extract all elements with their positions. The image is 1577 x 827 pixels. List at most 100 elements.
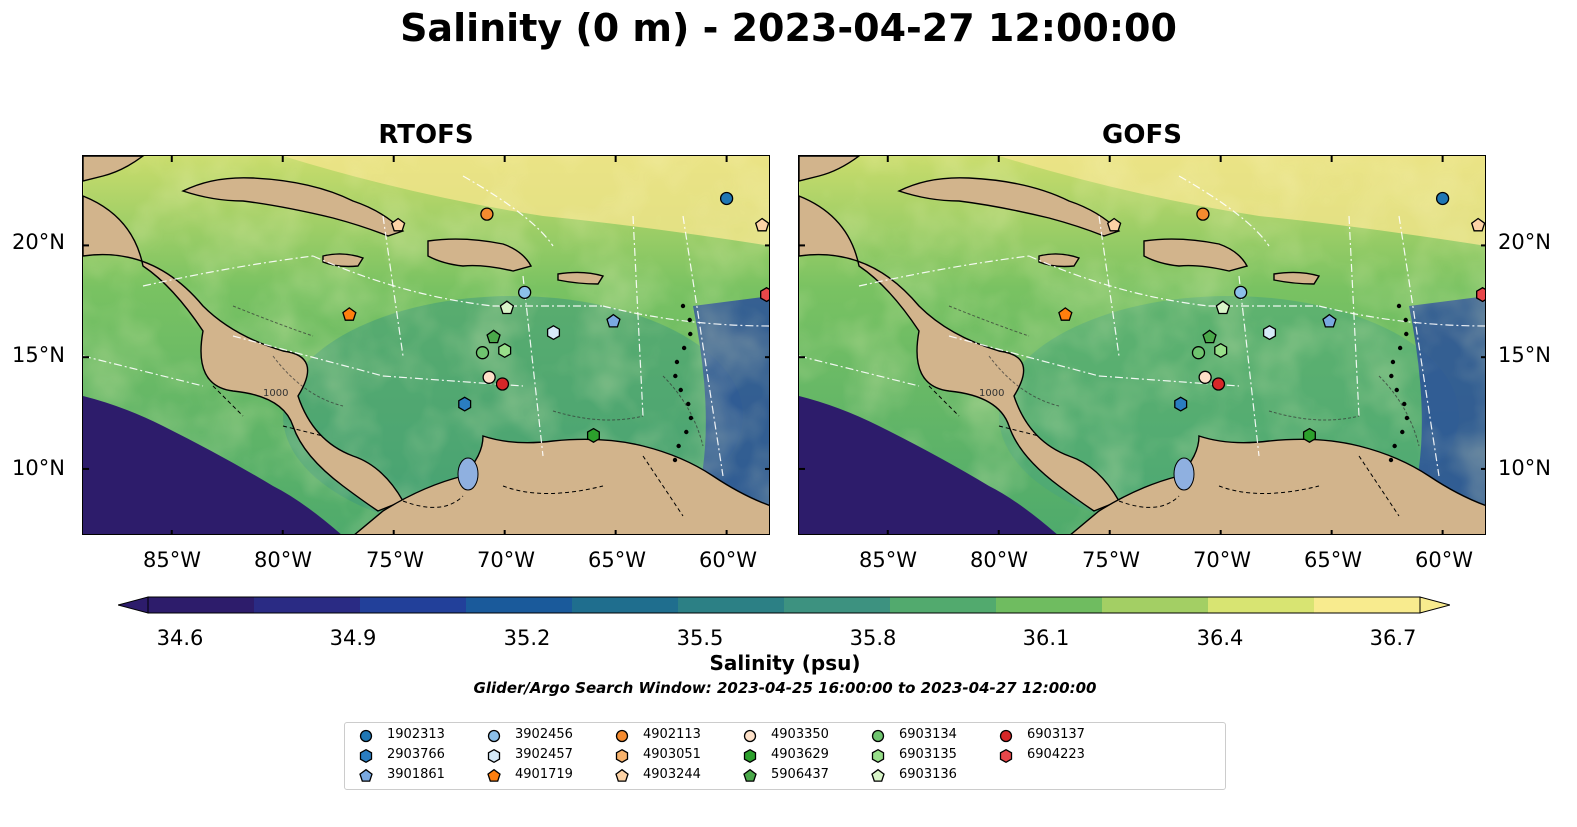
float-marker-4903350[interactable] (482, 370, 496, 384)
legend-marker-circle[interactable] (615, 729, 629, 743)
lesser-antilles-island (1402, 401, 1407, 407)
legend-marker-circle[interactable] (487, 729, 501, 743)
float-marker-4903244[interactable] (390, 217, 406, 232)
float-marker-4903244[interactable] (1106, 217, 1122, 232)
legend-marker-pentagon[interactable] (487, 768, 501, 782)
float-marker-4903629[interactable] (586, 427, 600, 443)
legend-marker-hexagon[interactable] (999, 748, 1013, 764)
pacific-ocean (83, 396, 341, 534)
country-border (1118, 495, 1180, 508)
lat-label-10n-right: 10°N (1498, 456, 1551, 480)
lat-label-10n-left: 10°N (12, 456, 65, 480)
legend-marker-circle[interactable] (743, 729, 757, 743)
map-gofs: 1000 (799, 156, 1486, 534)
float-marker-4901719[interactable] (1058, 307, 1073, 321)
colorbar-segment (466, 597, 573, 613)
float-marker-5906437[interactable] (1202, 329, 1217, 344)
float-marker-4902113[interactable] (1196, 207, 1210, 221)
float-marker-6903137[interactable] (495, 377, 510, 391)
lesser-antilles-island (687, 317, 692, 323)
legend-label: 5906437 (771, 767, 829, 782)
lesser-antilles-island (681, 345, 687, 351)
float-marker-6904223[interactable] (1476, 287, 1486, 303)
legend-marker-hexagon[interactable] (487, 748, 501, 764)
float-marker-6904223[interactable] (760, 287, 770, 303)
float-marker-5906437[interactable] (486, 329, 501, 344)
bathymetry-contour (232, 305, 314, 337)
legend-marker-pentagon[interactable] (871, 768, 885, 782)
land-jamaica (322, 253, 365, 268)
legend-marker-hexagon[interactable] (871, 748, 885, 764)
float-marker-6903134[interactable] (475, 346, 490, 360)
legend-label: 1902313 (387, 727, 445, 742)
lat-label-20n-left: 20°N (12, 230, 65, 254)
lesser-antilles-island (676, 443, 681, 449)
float-marker-2903766[interactable] (458, 396, 472, 412)
float-marker-3902456[interactable] (518, 285, 532, 300)
float-marker-4903244b[interactable] (1470, 217, 1485, 232)
float-marker-3901861[interactable] (1322, 313, 1337, 328)
float-marker-3902456[interactable] (1234, 285, 1248, 300)
float-marker-6903135[interactable] (1214, 342, 1228, 359)
float-marker-3902457[interactable] (546, 325, 561, 341)
float-marker-3902457[interactable] (1262, 325, 1277, 341)
float-marker-6903134[interactable] (1191, 346, 1206, 360)
panel-title-gofs: GOFS (1102, 120, 1182, 150)
legend-marker-pentagon[interactable] (743, 768, 757, 782)
lesser-antilles-island (1390, 359, 1396, 365)
lesser-antilles-island (1388, 457, 1394, 463)
float-marker-4903629[interactable] (1302, 427, 1316, 443)
lake-maracaibo (457, 457, 479, 491)
lesser-antilles-island (1389, 373, 1394, 379)
float-marker-4903244b[interactable] (754, 217, 769, 232)
lon-label-60w-rtofs: 60°W (699, 548, 757, 572)
float-marker-4901719[interactable] (342, 307, 357, 321)
panel-title-rtofs: RTOFS (378, 120, 474, 150)
colorbar-frame (147, 596, 1421, 614)
lat-label-20n-right: 20°N (1498, 230, 1551, 254)
lon-label-60w-gofs: 60°W (1415, 548, 1473, 572)
land-hispaniola (427, 238, 533, 272)
legend-label: 3902457 (515, 747, 573, 762)
land-puerto-rico (557, 271, 605, 285)
eez-boundary (312, 255, 494, 307)
legend-marker-pentagon[interactable] (615, 768, 629, 782)
legend-marker-hexagon[interactable] (359, 748, 373, 764)
eez-boundary (522, 275, 544, 457)
float-marker-1902313[interactable] (1435, 191, 1450, 206)
eez-boundary (1238, 275, 1260, 457)
map-panel-gofs[interactable]: 1000 (798, 155, 1486, 535)
float-marker-6903136[interactable] (1215, 300, 1231, 315)
float-marker-1902313[interactable] (719, 191, 734, 206)
legend-marker-circle[interactable] (999, 729, 1013, 743)
lon-label-75w-gofs: 75°W (1082, 548, 1140, 572)
lesser-antilles-island (672, 457, 678, 463)
float-marker-4903350[interactable] (1198, 370, 1212, 384)
bathymetry-contour (948, 305, 1030, 337)
lesser-antilles-island (1396, 303, 1402, 309)
lesser-antilles-island (678, 387, 683, 393)
eez-boundary (1098, 215, 1120, 357)
float-marker-6903137[interactable] (1211, 377, 1226, 391)
legend-marker-pentagon[interactable] (359, 768, 373, 782)
land-cuba (181, 177, 405, 237)
legend-marker-circle[interactable] (871, 729, 885, 743)
lon-label-80w-rtofs: 80°W (254, 548, 312, 572)
legend-label: 2903766 (387, 747, 445, 762)
map-panel-rtofs[interactable]: 1000 (82, 155, 770, 535)
land-yucatan-central-america (83, 195, 405, 512)
legend-marker-circle[interactable] (359, 729, 373, 743)
float-marker-2903766[interactable] (1174, 396, 1188, 412)
legend-marker-hexagon[interactable] (743, 748, 757, 764)
country-border (928, 385, 960, 417)
float-marker-3901861[interactable] (606, 313, 621, 328)
eez-boundary (142, 255, 314, 287)
legend-marker-hexagon[interactable] (615, 748, 629, 764)
float-marker-6903135[interactable] (498, 342, 512, 359)
bathymetry-contour (662, 375, 704, 447)
country-border (1218, 485, 1320, 494)
float-marker-4902113[interactable] (480, 207, 494, 221)
colorbar-tick: 35.2 (503, 626, 551, 650)
lon-label-70w-rtofs: 70°W (477, 548, 535, 572)
float-marker-6903136[interactable] (499, 300, 515, 315)
